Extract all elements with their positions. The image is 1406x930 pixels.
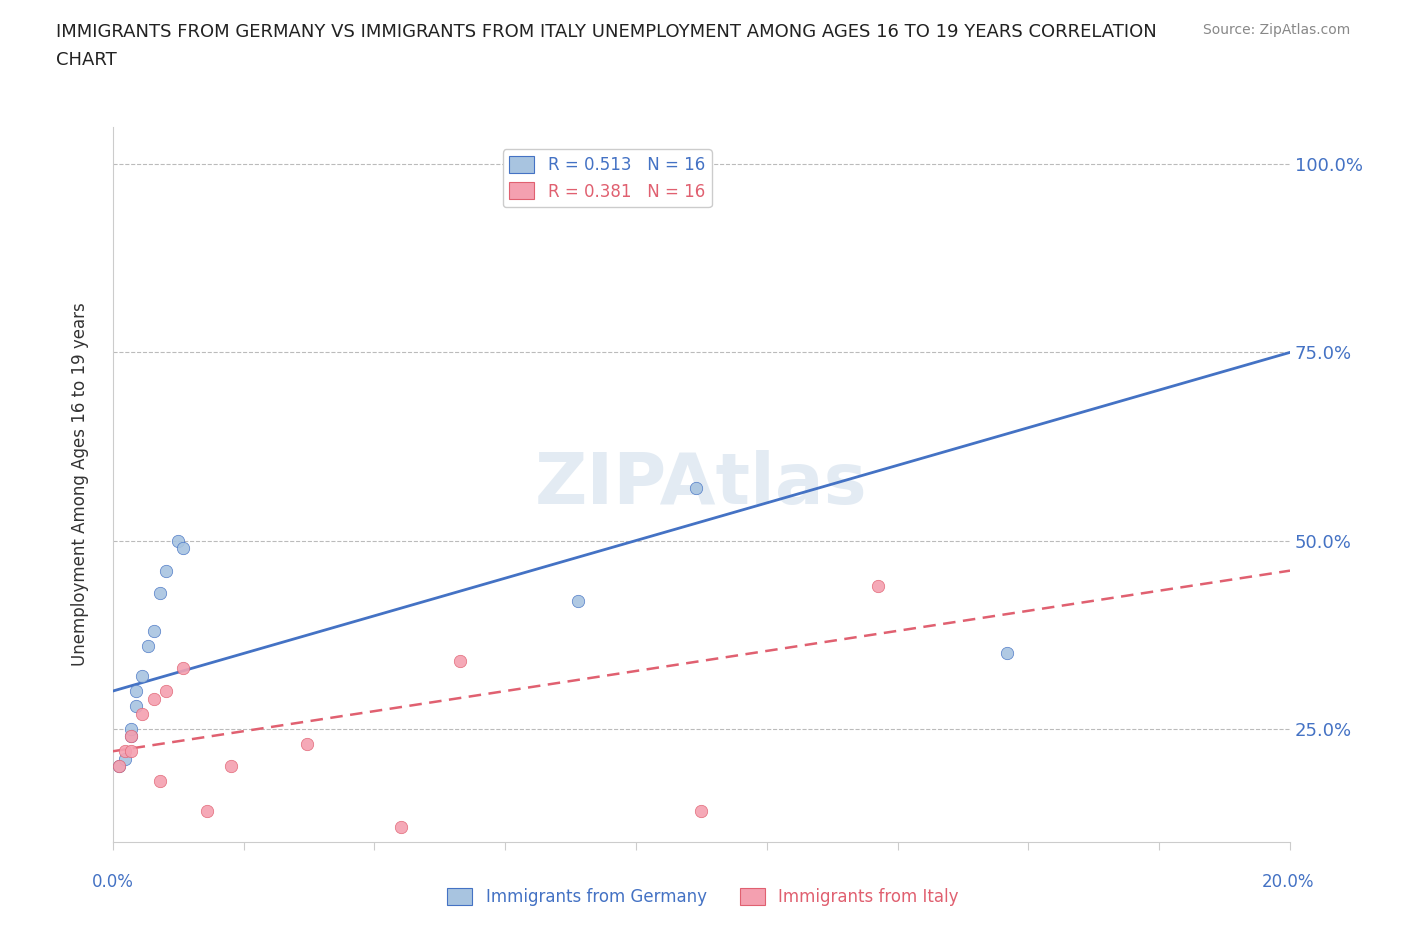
Point: [567, 593, 589, 608]
Point: [295, 737, 318, 751]
Point: [997, 646, 1019, 661]
Point: [143, 691, 166, 706]
Point: [155, 684, 177, 698]
Legend: Immigrants from Germany, Immigrants from Italy: Immigrants from Germany, Immigrants from…: [440, 881, 966, 912]
Point: [136, 639, 159, 654]
Text: ZIPAtlas: ZIPAtlas: [536, 449, 868, 519]
Text: 0.0%: 0.0%: [91, 872, 134, 891]
Point: [125, 698, 148, 713]
Point: [195, 804, 218, 819]
Point: [120, 729, 142, 744]
Point: [143, 623, 166, 638]
Point: [389, 819, 412, 834]
Text: CHART: CHART: [56, 51, 117, 69]
Point: [107, 759, 129, 774]
Point: [166, 533, 188, 548]
Point: [114, 751, 136, 766]
Point: [120, 729, 142, 744]
Point: [149, 774, 172, 789]
Point: [114, 744, 136, 759]
Point: [107, 759, 129, 774]
Point: [155, 564, 177, 578]
Point: [172, 540, 194, 555]
Point: [690, 804, 713, 819]
Point: [125, 684, 148, 698]
Text: Source: ZipAtlas.com: Source: ZipAtlas.com: [1202, 23, 1350, 37]
Point: [149, 586, 172, 601]
Point: [131, 669, 153, 684]
Text: IMMIGRANTS FROM GERMANY VS IMMIGRANTS FROM ITALY UNEMPLOYMENT AMONG AGES 16 TO 1: IMMIGRANTS FROM GERMANY VS IMMIGRANTS FR…: [56, 23, 1157, 41]
Point: [131, 706, 153, 721]
Y-axis label: Unemployment Among Ages 16 to 19 years: Unemployment Among Ages 16 to 19 years: [72, 302, 89, 666]
Point: [120, 744, 142, 759]
Point: [866, 578, 889, 593]
Legend: R = 0.513   N = 16, R = 0.381   N = 16: R = 0.513 N = 16, R = 0.381 N = 16: [503, 149, 711, 207]
Point: [172, 661, 194, 676]
Point: [219, 759, 242, 774]
Point: [120, 722, 142, 737]
Text: 20.0%: 20.0%: [1263, 872, 1315, 891]
Point: [685, 481, 707, 496]
Point: [449, 654, 471, 669]
